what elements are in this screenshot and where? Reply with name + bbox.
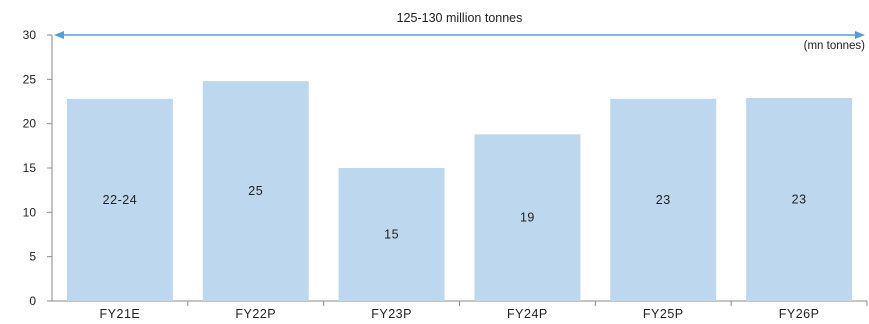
bar-fy21e — [66, 98, 173, 301]
x-tick-label: FY26P — [779, 307, 820, 321]
labels: 22-24 FY21E 25 FY22P 15 FY23P 19 FY24P 23 FY25P 23… — [100, 184, 820, 321]
x-tick-label: FY23P — [371, 307, 412, 321]
data-label: 23 — [656, 193, 671, 207]
unit-label: (mn tonnes) — [804, 40, 866, 52]
y-tick-label: 5 — [29, 250, 36, 264]
data-label: 22-24 — [103, 193, 137, 207]
y-tick-label: 15 — [23, 161, 37, 175]
y-tick-label: 10 — [23, 205, 37, 219]
y-tick-label: 30 — [23, 28, 37, 42]
bar-fy25p — [610, 98, 717, 301]
data-label: 23 — [792, 192, 807, 206]
y-tick-label: 0 — [29, 294, 36, 308]
y-tick-label: 25 — [23, 72, 37, 86]
x-tick-label: FY22P — [235, 307, 276, 321]
bar-fy23p — [338, 168, 445, 301]
data-label: 15 — [384, 228, 399, 242]
y-tick-label: 20 — [23, 117, 37, 131]
annotation-arrow-left-head — [54, 31, 64, 39]
x-tick-label: FY24P — [507, 307, 548, 321]
annotation-label: 125-130 million tonnes — [397, 11, 523, 25]
axes: 0 5 10 15 20 25 30 — [23, 28, 868, 308]
x-tick-label: FY25P — [643, 307, 684, 321]
annotation-arrow-right-head — [855, 31, 865, 39]
bars — [66, 81, 853, 302]
annotation-group: 125-130 million tonnes (mn tonnes) — [54, 11, 865, 52]
x-tick-label: FY21E — [100, 307, 141, 321]
data-label: 19 — [520, 211, 535, 225]
data-label: 25 — [248, 184, 263, 198]
bar-fy26p — [746, 97, 853, 301]
bar-fy22p — [202, 81, 309, 302]
bar-fy24p — [474, 134, 581, 301]
